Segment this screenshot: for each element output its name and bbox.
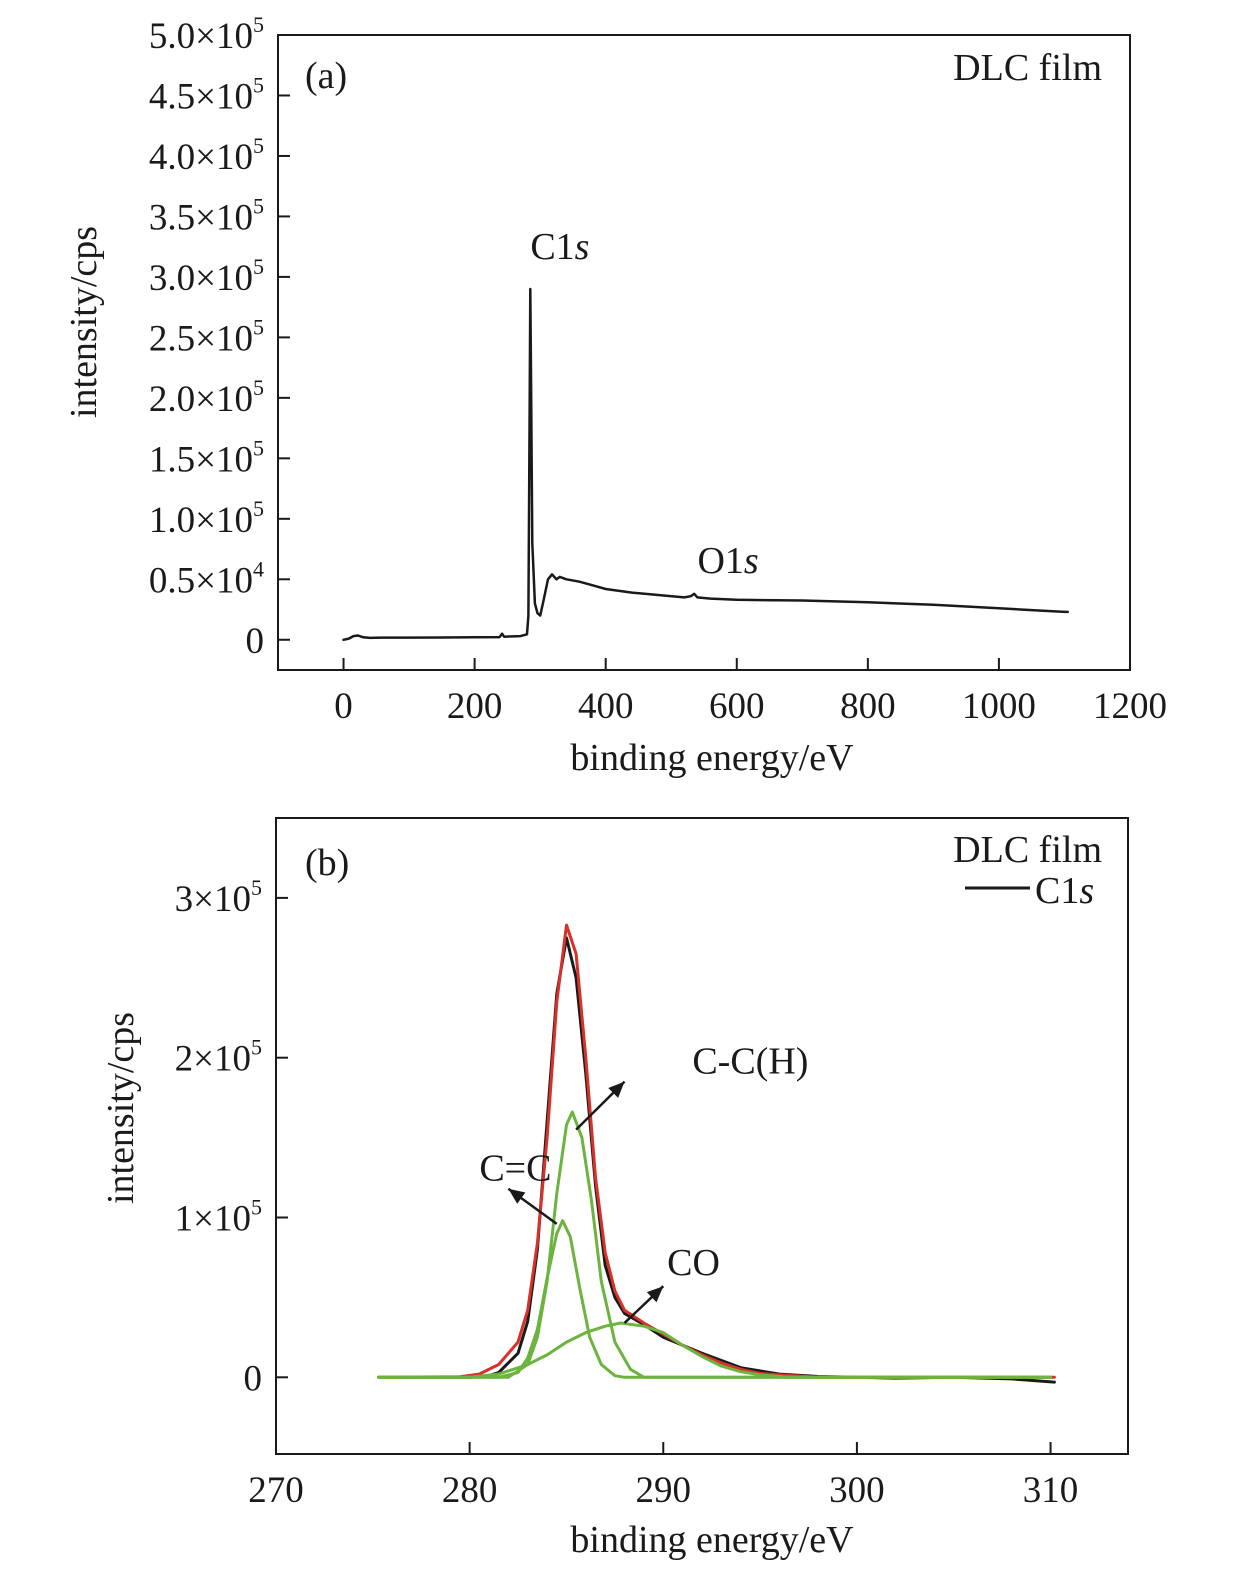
panel-b-c1s-chart: 0 1×105 2×105 3×105 270 280 290 300 310 (b) DLC… bbox=[100, 817, 1129, 1561]
panel-a-ytick-label: 2.0×105 bbox=[149, 375, 264, 420]
panel-a-xtick-label: 600 bbox=[709, 686, 765, 727]
annotation-label: O1s bbox=[697, 540, 758, 582]
panel-a-x-axis-title: binding energy/eV bbox=[570, 737, 854, 779]
panel-b-ytick-label: 3×105 bbox=[175, 875, 262, 920]
panel-a-ytick-label: 4.0×105 bbox=[149, 133, 264, 178]
panel-b-label: (b) bbox=[305, 842, 349, 884]
panel-b-ytick-label: 1×105 bbox=[175, 1194, 262, 1239]
panel-a-ytick-label: 3.5×105 bbox=[149, 193, 264, 238]
panel-a-y-axis: 0 0.5×104 1.0×105 1.5×105 2.0×105 2.5×105 3.0×… bbox=[149, 12, 290, 662]
panel-a-ytick-label: 0 bbox=[246, 621, 265, 662]
panel-a-ytick-label: 2.5×105 bbox=[149, 314, 264, 359]
panel-b-xtick-label: 270 bbox=[248, 1470, 304, 1511]
panel-a-ytick-label: 3.0×105 bbox=[149, 254, 264, 299]
panel-a-label: (a) bbox=[305, 55, 347, 97]
panel-a-xtick-label: 0 bbox=[334, 686, 353, 727]
panel-a-y-axis-title: intensity/cps bbox=[63, 226, 105, 418]
panel-b-ytick-label: 2×105 bbox=[175, 1035, 262, 1080]
panel-a-ytick-label: 5.0×105 bbox=[149, 12, 264, 57]
panel-b-xtick-label: 280 bbox=[442, 1470, 498, 1511]
panel-b-plot-frame bbox=[275, 817, 1129, 1455]
panel-b-xtick-label: 300 bbox=[829, 1470, 885, 1511]
panel-b-annotations: C-C(H) C=C CO bbox=[479, 1041, 808, 1324]
panel-b-y-axis-title: intensity/cps bbox=[100, 1012, 142, 1204]
annotation-arrowhead bbox=[508, 1188, 526, 1204]
panel-a-series-survey-spectrum bbox=[342, 287, 1069, 642]
panel-b-x-axis: 270 280 290 300 310 bbox=[248, 1442, 1078, 1511]
panel-a-ytick-label: 1.5×105 bbox=[149, 435, 264, 480]
panel-a-legend-text: DLC film bbox=[953, 47, 1102, 89]
panel-a-x-axis: 0 200 400 600 800 1000 1200 bbox=[334, 658, 1167, 727]
panel-a-ytick-label: 4.5×105 bbox=[149, 72, 264, 117]
panel-b-legend-entry: C1s bbox=[1035, 870, 1094, 912]
panel-b-x-axis-title: binding energy/eV bbox=[570, 1519, 854, 1561]
annotation-label: C1s bbox=[530, 226, 589, 268]
panel-b-series-co bbox=[377, 1321, 1052, 1379]
annotation-arrowhead bbox=[608, 1081, 625, 1098]
panel-a-plot-frame bbox=[277, 34, 1131, 671]
annotation-label: C=C bbox=[479, 1148, 551, 1190]
panel-a-annotations: C1s O1s bbox=[530, 226, 758, 582]
panel-a-ytick-label: 0.5×104 bbox=[149, 556, 264, 601]
panel-a-xtick-label: 1200 bbox=[1093, 686, 1167, 727]
panel-b-series-c-c-h- bbox=[377, 1110, 1052, 1379]
panel-b-xtick-label: 310 bbox=[1023, 1470, 1079, 1511]
panel-a-survey-chart: 0 0.5×104 1.0×105 1.5×105 2.0×105 2.5×105 3.0×… bbox=[63, 12, 1167, 779]
panel-b-ytick-label: 0 bbox=[244, 1358, 263, 1399]
panel-a-xtick-label: 400 bbox=[578, 686, 634, 727]
annotation-arrowhead bbox=[646, 1286, 664, 1303]
annotation-label: C-C(H) bbox=[692, 1041, 808, 1083]
panel-a-series bbox=[342, 287, 1069, 642]
panel-b-series-envelope-fit bbox=[377, 923, 1056, 1379]
panel-a-xtick-label: 1000 bbox=[962, 686, 1036, 727]
panel-a-xtick-label: 200 bbox=[447, 686, 503, 727]
panel-b-series bbox=[377, 923, 1056, 1384]
panel-b-y-axis: 0 1×105 2×105 3×105 bbox=[175, 875, 288, 1399]
panel-a-ytick-label: 1.0×105 bbox=[149, 496, 264, 541]
panel-a-xtick-label: 800 bbox=[840, 686, 896, 727]
annotation-label: CO bbox=[667, 1242, 720, 1284]
panel-b-legend-text: DLC film bbox=[953, 829, 1102, 871]
panel-b-xtick-label: 290 bbox=[636, 1470, 692, 1511]
